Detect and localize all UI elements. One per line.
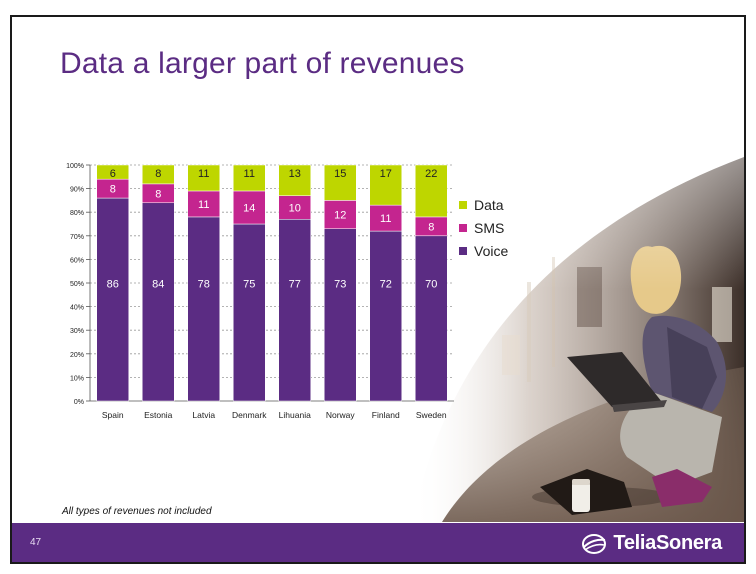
bar-sms <box>233 190 266 225</box>
chart-legend: Data SMS Voice <box>459 193 508 262</box>
bar-data <box>369 164 402 206</box>
brand-logo: TeliaSonera <box>581 532 722 555</box>
teliasonera-pebble-icon <box>582 533 607 554</box>
slide: Data a larger part of revenues 0% 10% 20% 3… <box>10 15 746 564</box>
legend-label-voice: Voice <box>474 242 509 259</box>
bar-data <box>415 164 448 218</box>
data-label-sms: 8 <box>428 221 434 233</box>
data-label-voice: 73 <box>334 279 346 291</box>
bar-sms <box>187 190 220 218</box>
stacked-bar-chart: 0%10%20%30%40%50%60%70%80%90%100%8686Spa… <box>66 163 454 420</box>
bar-sms <box>369 204 402 232</box>
y-tick-label: 60% <box>70 257 84 264</box>
legend-item-sms: SMS <box>459 216 508 239</box>
data-label-sms: 11 <box>198 199 209 211</box>
data-label-sms: 12 <box>334 210 346 222</box>
data-label-data: 22 <box>425 168 437 180</box>
bar-data <box>96 164 129 180</box>
bar-voice <box>415 235 448 402</box>
data-label-sms: 10 <box>289 202 301 214</box>
brand-name: TeliaSonera <box>613 532 722 554</box>
y-tick-label: 10% <box>70 375 84 382</box>
footnote: All types of revenues not included <box>62 506 212 517</box>
data-label-voice: 72 <box>380 279 392 291</box>
y-tick-label: 90% <box>70 187 84 194</box>
y-tick-label: 0% <box>74 399 84 406</box>
legend-swatch-sms <box>459 223 467 232</box>
data-label-data: 6 <box>110 168 116 180</box>
x-tick-label: Norway <box>326 410 356 420</box>
bar-voice <box>324 228 357 402</box>
y-tick-label: 40% <box>70 305 84 312</box>
footer-bar: 47 TeliaSonera <box>12 523 744 562</box>
woman-laptop-photo <box>12 17 744 562</box>
data-label-sms: 8 <box>110 184 116 196</box>
legend-item-data: Data <box>459 193 508 216</box>
data-label-voice: 77 <box>289 279 301 291</box>
data-label-data: 15 <box>334 168 346 180</box>
legend-swatch-voice <box>459 246 467 255</box>
data-label-sms: 14 <box>243 202 255 214</box>
bar-data <box>324 164 357 201</box>
x-tick-label: Latvia <box>192 410 215 420</box>
legend-label-sms: SMS <box>474 219 505 236</box>
y-tick-label: 30% <box>70 328 84 335</box>
slide-title: Data a larger part of revenues <box>60 47 465 80</box>
data-label-voice: 78 <box>198 279 210 291</box>
data-label-voice: 75 <box>243 279 255 291</box>
data-label-data: 8 <box>155 168 161 180</box>
data-label-data: 11 <box>244 168 255 180</box>
bar-voice <box>233 223 266 402</box>
page-number: 47 <box>30 537 42 548</box>
bar-data <box>278 164 311 196</box>
y-tick-label: 70% <box>70 234 84 241</box>
bar-data <box>233 164 266 192</box>
y-tick-label: 100% <box>66 163 84 170</box>
data-label-sms: 11 <box>380 213 391 225</box>
data-label-voice: 84 <box>152 279 164 291</box>
bar-data <box>187 164 220 192</box>
bar-voice <box>142 202 175 402</box>
bar-voice <box>187 216 220 402</box>
x-tick-label: Spain <box>102 410 124 420</box>
data-label-data: 17 <box>380 168 392 180</box>
data-label-sms: 8 <box>155 188 161 200</box>
y-tick-label: 50% <box>70 281 84 288</box>
y-tick-label: 80% <box>70 210 84 217</box>
data-label-voice: 86 <box>107 279 119 291</box>
x-tick-label: Sweden <box>416 410 447 420</box>
legend-label-data: Data <box>474 196 504 213</box>
bar-sms <box>324 200 357 229</box>
bar-voice <box>96 197 129 402</box>
bar-voice <box>369 230 402 402</box>
bar-data <box>142 164 175 185</box>
data-label-data: 11 <box>198 168 209 180</box>
x-tick-label: Lihuania <box>279 410 311 420</box>
bar-voice <box>278 219 311 402</box>
x-tick-label: Estonia <box>144 410 173 420</box>
legend-swatch-data <box>459 200 467 209</box>
y-tick-label: 20% <box>70 352 84 359</box>
data-label-voice: 70 <box>425 279 437 291</box>
x-tick-label: Finland <box>372 410 400 420</box>
data-label-data: 13 <box>289 168 301 180</box>
legend-item-voice: Voice <box>459 239 508 262</box>
x-tick-label: Denmark <box>232 410 267 420</box>
